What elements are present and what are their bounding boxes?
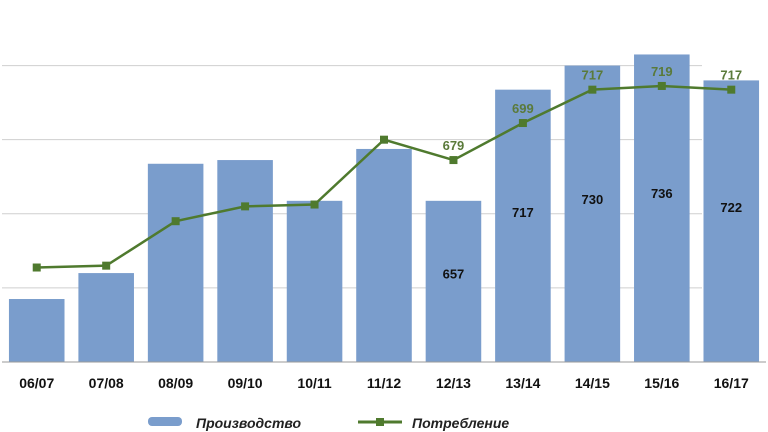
x-axis: 06/07 07/08 08/09 09/10 10/11 11/12 12/13 13/14… <box>2 361 766 391</box>
bar-data-label: 722 <box>720 200 742 215</box>
x-tick-label: 12/13 <box>436 375 471 391</box>
consumption-point-14/15 <box>588 85 597 94</box>
x-tick-label: 07/08 <box>89 375 124 391</box>
legend-marker-consumption <box>376 418 384 426</box>
consumption-line <box>32 81 736 272</box>
x-tick-label: 10/11 <box>297 375 331 391</box>
line-data-label: 679 <box>443 138 465 153</box>
x-tick-label: 16/17 <box>714 375 749 391</box>
line-data-labels: 679 699 717 719 717 <box>443 64 743 153</box>
consumption-point-13/14 <box>518 119 527 128</box>
legend-swatch-production <box>148 417 182 426</box>
x-tick-label: 15/16 <box>644 375 679 391</box>
bar-16/17 <box>703 80 760 363</box>
bar-data-label: 730 <box>582 192 604 207</box>
consumption-point-12/13 <box>449 156 458 165</box>
bar-data-label: 717 <box>512 205 534 220</box>
x-tick-label: 08/09 <box>158 375 193 391</box>
bar-10/11 <box>286 200 343 362</box>
consumption-point-09/10 <box>241 202 250 211</box>
bar-data-label: 657 <box>443 266 465 281</box>
line-data-label: 699 <box>512 101 534 116</box>
line-data-label: 717 <box>720 68 742 83</box>
bar-08/09 <box>147 163 204 362</box>
bar-12/13 <box>425 200 482 362</box>
consumption-point-15/16 <box>657 81 666 90</box>
bars <box>8 54 760 363</box>
consumption-point-06/07 <box>32 263 41 272</box>
bar-06/07 <box>8 299 65 362</box>
consumption-point-07/08 <box>102 261 111 270</box>
line-data-label: 719 <box>651 64 673 79</box>
bar-data-label: 736 <box>651 186 673 201</box>
x-tick-label: 13/14 <box>505 375 540 391</box>
consumption-point-16/17 <box>727 85 736 94</box>
x-tick-label: 14/15 <box>575 375 610 391</box>
x-tick-label: 06/07 <box>19 375 54 391</box>
consumption-point-10/11 <box>310 200 319 209</box>
bar-09/10 <box>217 160 273 362</box>
legend: Производство Потребление <box>148 415 509 431</box>
bar-data-labels: 657 717 730 736 722 <box>443 186 743 281</box>
line-data-label: 717 <box>582 68 604 83</box>
bar-13/14 <box>495 89 551 363</box>
x-tick-label: 11/12 <box>367 375 401 391</box>
legend-label-production: Производство <box>196 415 302 431</box>
legend-label-consumption: Потребление <box>412 415 509 431</box>
bar-11/12 <box>356 148 412 362</box>
consumption-point-11/12 <box>380 135 388 144</box>
bar-15/16 <box>634 54 690 362</box>
x-tick-label: 09/10 <box>228 375 263 391</box>
bar-07/08 <box>78 273 134 362</box>
consumption-point-08/09 <box>171 217 180 226</box>
bar-14/15 <box>564 65 621 362</box>
